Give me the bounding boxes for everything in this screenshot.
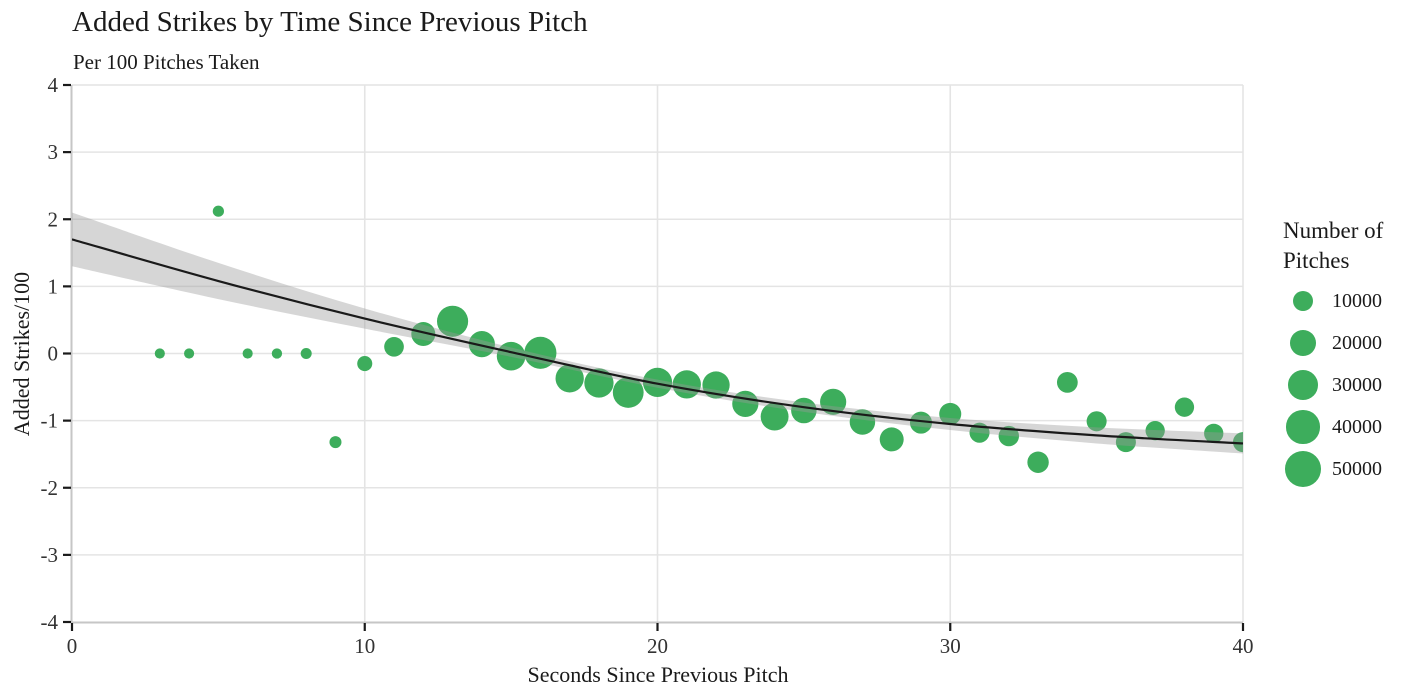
data-bubble — [584, 368, 614, 398]
legend-bubble-icon — [1290, 330, 1316, 356]
data-bubble — [642, 367, 673, 397]
x-tick-label: 10 — [354, 634, 375, 658]
y-tick-label: -2 — [41, 476, 59, 500]
legend-item: 40000 — [1283, 406, 1383, 448]
y-tick-label: -1 — [41, 409, 59, 433]
data-bubble — [212, 205, 224, 217]
data-bubble — [939, 402, 962, 425]
y-tick-label: 3 — [48, 140, 59, 164]
x-tick-label: 40 — [1233, 634, 1254, 658]
data-bubble — [760, 402, 789, 431]
y-tick-label: 4 — [48, 73, 59, 97]
y-tick-label: 0 — [48, 342, 59, 366]
x-axis-label: Seconds Since Previous Pitch — [527, 662, 789, 687]
y-axis-label: Added Strikes/100 — [9, 271, 34, 437]
legend-item-label: 40000 — [1332, 415, 1382, 438]
data-bubble — [820, 388, 847, 415]
legend-title-line1: Number of — [1283, 218, 1384, 243]
data-bubble — [357, 356, 373, 372]
data-bubble — [1145, 421, 1165, 441]
data-bubble — [612, 377, 644, 408]
chart-title: Added Strikes by Time Since Previous Pit… — [72, 6, 588, 38]
legend-item: 50000 — [1283, 448, 1383, 490]
data-bubble — [184, 348, 195, 359]
legend-item: 30000 — [1283, 364, 1383, 406]
legend-item-label: 30000 — [1332, 373, 1382, 396]
y-tick-label: -3 — [41, 543, 59, 567]
legend-item: 20000 — [1283, 322, 1383, 364]
trend-line — [72, 238, 1243, 445]
chart-subtitle: Per 100 Pitches Taken — [73, 50, 260, 74]
x-tick-label: 20 — [647, 634, 668, 658]
legend: Number of Pitches 10000 20000 30000 40000 50… — [1283, 216, 1383, 490]
legend-bubble-icon — [1285, 451, 1321, 487]
legend-item: 10000 — [1283, 280, 1383, 322]
data-bubble — [1027, 451, 1049, 473]
y-tick-label: 1 — [48, 274, 59, 298]
data-bubble — [1204, 423, 1224, 444]
legend-items: 10000 20000 30000 40000 50000 — [1283, 280, 1383, 490]
x-tick-label: 0 — [67, 634, 78, 658]
legend-swatch-box — [1283, 451, 1323, 487]
confidence-band — [72, 212, 1243, 454]
legend-title: Number of Pitches — [1283, 216, 1383, 276]
legend-swatch-box — [1283, 330, 1323, 356]
legend-bubble-icon — [1288, 370, 1318, 400]
data-bubble — [998, 425, 1020, 447]
data-bubble — [1086, 411, 1107, 432]
data-bubble — [496, 341, 526, 371]
data-bubble — [1056, 371, 1078, 393]
legend-item-label: 20000 — [1332, 331, 1382, 354]
data-bubble — [300, 347, 312, 360]
legend-bubble-icon — [1286, 410, 1320, 444]
legend-bubble-icon — [1292, 290, 1314, 312]
data-bubble — [1174, 397, 1195, 417]
legend-swatch-box — [1283, 290, 1323, 312]
x-tick-label: 30 — [940, 634, 961, 658]
legend-swatch-box — [1283, 370, 1323, 400]
legend-swatch-box — [1283, 410, 1323, 444]
data-bubble — [791, 397, 817, 424]
data-bubble — [879, 427, 904, 452]
data-bubble — [384, 336, 404, 357]
data-layer — [72, 205, 1243, 473]
data-bubble — [555, 364, 584, 393]
data-bubble — [329, 436, 342, 449]
data-bubble — [154, 348, 165, 359]
y-tick-label: 2 — [48, 207, 59, 231]
data-bubble — [468, 331, 495, 358]
legend-title-line2: Pitches — [1283, 248, 1350, 273]
y-tick-label: -4 — [41, 610, 59, 634]
legend-item-label: 10000 — [1332, 289, 1382, 312]
data-bubble — [411, 322, 436, 347]
data-bubble — [242, 348, 253, 359]
data-bubble — [909, 411, 932, 434]
legend-item-label: 50000 — [1332, 457, 1382, 480]
data-bubble — [436, 305, 469, 337]
data-bubble — [271, 348, 283, 359]
data-bubble — [672, 370, 701, 399]
